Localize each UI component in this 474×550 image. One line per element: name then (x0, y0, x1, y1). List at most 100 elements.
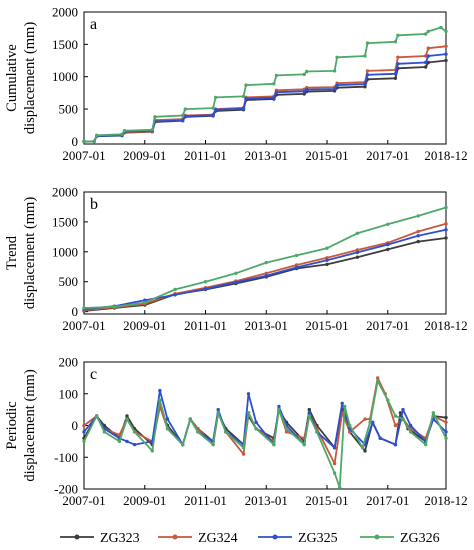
data-point (181, 118, 185, 123)
legend-swatch-marker (74, 534, 80, 540)
data-point (393, 442, 398, 447)
data-point (294, 265, 299, 270)
x-tick-label: 2007-01 (62, 493, 105, 508)
legend-label: ZG324 (198, 531, 238, 546)
data-point (183, 107, 187, 111)
plot-frame (83, 361, 447, 490)
data-point (112, 305, 117, 309)
plot-frame (83, 191, 447, 315)
data-point (355, 250, 360, 255)
y-tick-label: 2000 (52, 5, 78, 20)
data-point (181, 113, 185, 118)
data-point (426, 60, 430, 65)
data-point (307, 411, 311, 415)
data-point (244, 97, 248, 101)
y-tick-label: 0 (72, 304, 79, 319)
data-point (264, 271, 268, 275)
data-point (277, 404, 281, 409)
y-tick-label: 1000 (52, 69, 78, 84)
data-point (92, 139, 96, 144)
data-point (363, 417, 367, 421)
data-point (143, 300, 147, 305)
series-zg324 (82, 222, 448, 313)
data-point (360, 446, 365, 450)
data-point (224, 430, 228, 434)
data-point (396, 33, 400, 37)
data-point (332, 87, 337, 91)
series-zg326 (82, 379, 448, 490)
data-point (82, 439, 86, 444)
data-point (325, 246, 329, 250)
data-point (234, 280, 238, 284)
legend-item: ZG324 (158, 531, 238, 546)
data-point (396, 62, 400, 66)
data-point (408, 430, 413, 434)
y-axis-title: displacement (mm) (22, 197, 38, 310)
data-point (120, 132, 124, 136)
series-line (83, 376, 447, 465)
data-point (294, 253, 299, 258)
x-tick-label: 2015-01 (305, 148, 348, 163)
data-point (125, 414, 129, 418)
data-point (444, 222, 448, 226)
x-tick-label: 2018-12 (424, 318, 467, 333)
data-point (272, 96, 276, 100)
data-point (424, 65, 428, 69)
data-point (102, 430, 107, 434)
data-point (401, 417, 405, 421)
data-point (444, 52, 448, 56)
series-line (83, 380, 447, 489)
data-point (150, 449, 154, 453)
data-point (335, 55, 339, 59)
data-point (325, 258, 329, 262)
legend-label: ZG323 (100, 531, 140, 546)
y-tick-label: 1000 (52, 244, 78, 259)
data-point (393, 423, 398, 428)
x-tick-label: 2011-01 (184, 493, 227, 508)
data-point (424, 60, 428, 65)
data-point (213, 95, 218, 100)
data-point (216, 407, 220, 412)
data-point (82, 306, 86, 310)
data-point (340, 401, 344, 405)
x-tick-label: 2013-01 (245, 148, 288, 163)
data-point (444, 436, 448, 440)
data-point (307, 414, 311, 418)
data-point (355, 248, 360, 252)
data-point (386, 398, 390, 402)
x-tick-label: 2007-01 (62, 148, 105, 163)
data-point (143, 298, 147, 302)
data-point (274, 73, 279, 78)
data-point (444, 58, 448, 63)
x-tick-label: 2018-12 (424, 493, 467, 508)
data-point (424, 32, 428, 36)
data-point (244, 83, 248, 87)
data-point (183, 114, 187, 118)
data-point (368, 420, 372, 424)
legend-swatch-marker (272, 534, 278, 540)
data-point (416, 229, 420, 234)
data-point (254, 420, 258, 424)
data-point (272, 82, 276, 86)
data-point (416, 239, 420, 244)
x-tick-label: 2015-01 (305, 493, 348, 508)
data-point (82, 423, 86, 428)
data-point (302, 89, 306, 94)
data-point (196, 430, 200, 434)
data-point (332, 446, 337, 450)
x-tick-label: 2009-01 (123, 148, 166, 163)
data-point (173, 287, 177, 292)
y-axis-title: Cumulative (4, 44, 20, 112)
data-point (254, 427, 258, 431)
data-point (325, 256, 329, 260)
data-point (284, 427, 289, 431)
data-point (203, 287, 208, 291)
data-point (332, 461, 337, 466)
x-tick-label: 2011-01 (184, 318, 227, 333)
data-point (302, 72, 306, 77)
data-point (363, 449, 367, 453)
data-point (332, 69, 337, 73)
data-point (173, 293, 177, 297)
data-point (246, 411, 251, 415)
data-point (426, 46, 430, 50)
